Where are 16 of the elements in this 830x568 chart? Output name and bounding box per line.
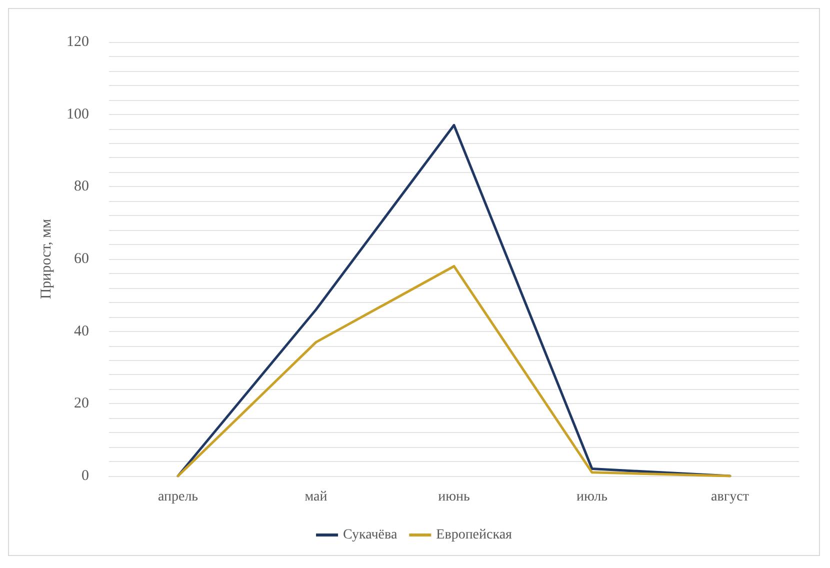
- x-tick-label: апрель: [158, 490, 198, 504]
- legend-label: Сукачёва: [343, 528, 398, 542]
- y-tick-label: 0: [82, 468, 89, 484]
- line-series: [176, 264, 732, 478]
- y-tick-label: 60: [74, 251, 89, 267]
- y-tick-label: 120: [66, 34, 89, 50]
- x-tick-label: август: [711, 490, 749, 504]
- y-axis-title: Прирост, мм: [38, 218, 54, 300]
- y-tick-label: 20: [74, 396, 89, 412]
- x-tick-label: июль: [576, 490, 608, 504]
- y-tick-label: 80: [74, 178, 89, 195]
- legend-label: Европейская: [436, 528, 513, 542]
- y-tick-label: 40: [74, 323, 89, 340]
- y-tick-label: 100: [66, 106, 89, 122]
- x-tick-label: май: [304, 490, 328, 504]
- x-tick-label: июнь: [438, 490, 470, 504]
